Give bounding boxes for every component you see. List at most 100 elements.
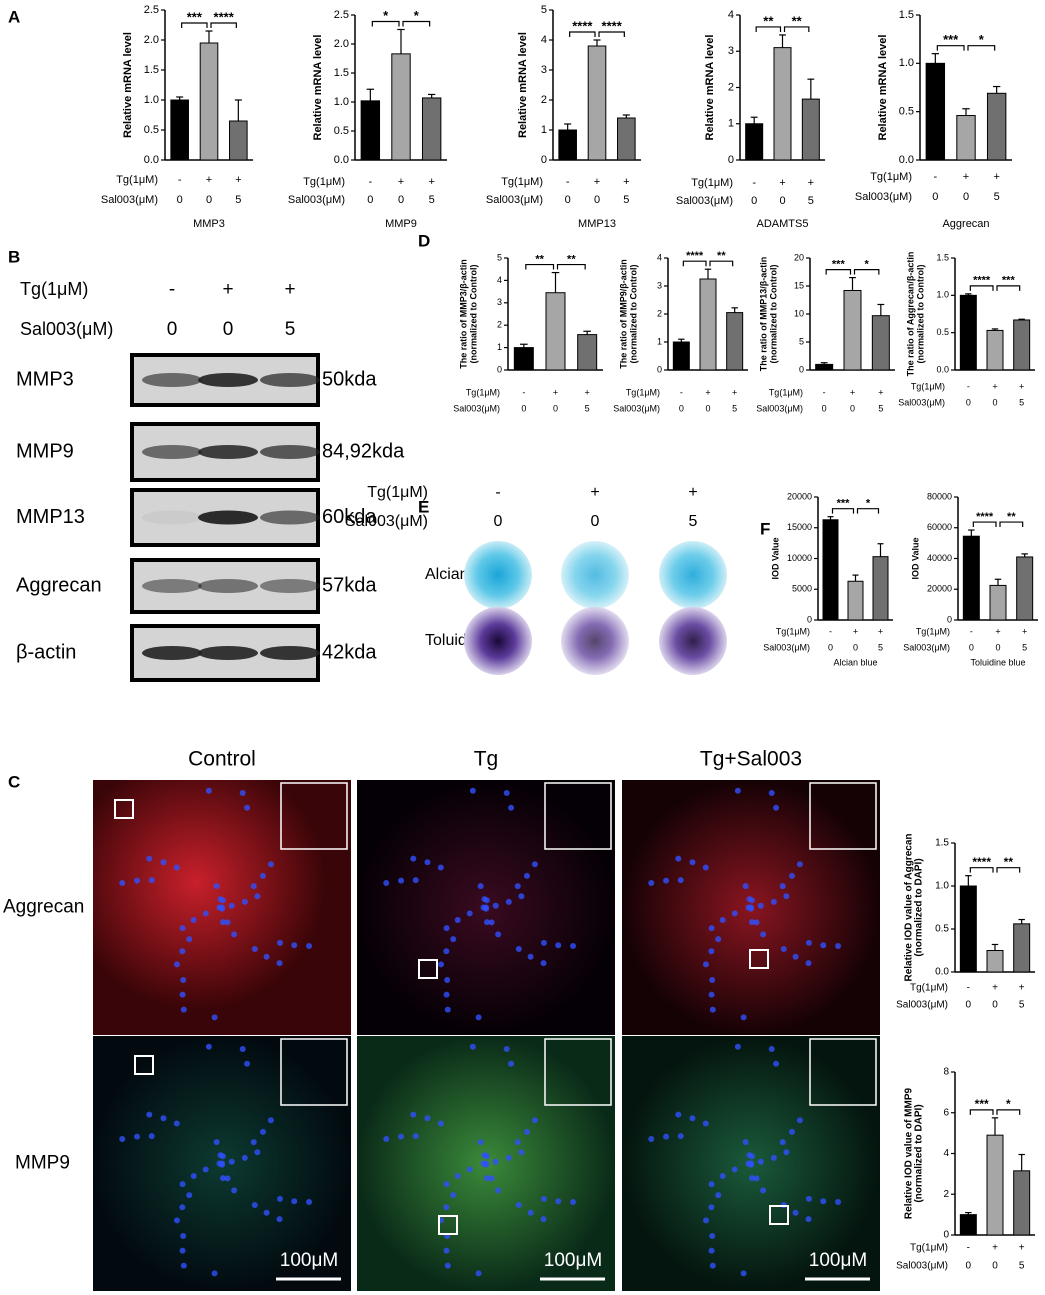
nucleus xyxy=(734,1043,741,1050)
nucleus xyxy=(412,877,419,884)
y-tick-label: 20000 xyxy=(927,584,952,594)
y-axis-label: (normalized to DAPI) xyxy=(914,1104,925,1202)
nucleus xyxy=(531,861,538,868)
nucleus xyxy=(475,1270,482,1277)
nucleus xyxy=(444,1006,451,1013)
nucleus xyxy=(783,893,790,900)
nucleus xyxy=(443,1247,450,1254)
nucleus xyxy=(276,1195,283,1202)
nucleus xyxy=(179,925,186,932)
row-value: 0 xyxy=(822,403,827,413)
y-tick-label: 2.0 xyxy=(334,38,349,50)
nucleus xyxy=(213,883,220,890)
y-tick-label: 15000 xyxy=(787,522,812,532)
inset xyxy=(280,782,348,850)
significance-label: * xyxy=(1006,1097,1011,1111)
nucleus xyxy=(211,1014,218,1021)
row-value: 0 xyxy=(177,194,183,206)
y-axis-label: (normalized to Control) xyxy=(768,265,778,364)
row-value: 0 xyxy=(521,403,526,413)
y-tick-label: 0.0 xyxy=(936,364,949,374)
nucleus xyxy=(773,804,780,811)
roi xyxy=(749,949,769,969)
blot-band xyxy=(142,579,202,593)
bar xyxy=(1013,923,1031,973)
nucleus xyxy=(753,919,760,926)
nucleus xyxy=(745,904,752,911)
y-axis-label: Relative mRNA level xyxy=(704,35,716,141)
significance-label: **** xyxy=(214,9,235,24)
nucleus xyxy=(263,1209,270,1216)
nucleus xyxy=(146,1111,153,1118)
nucleus xyxy=(244,804,251,811)
y-tick-label: 0.0 xyxy=(899,154,914,166)
nucleus xyxy=(648,880,655,887)
nucleus xyxy=(437,1120,444,1127)
nucleus xyxy=(383,1136,390,1143)
y-tick-label: 10000 xyxy=(787,553,812,563)
nucleus xyxy=(503,1046,510,1053)
bar xyxy=(726,312,744,371)
row-label: Sal003(μM) xyxy=(855,191,912,203)
scale-bar-label: 100μM xyxy=(544,1250,602,1271)
nucleus xyxy=(250,883,257,890)
nucleus xyxy=(202,1166,209,1173)
nucleus xyxy=(768,790,775,797)
y-tick-label: 1.5 xyxy=(899,9,914,21)
nucleus xyxy=(492,1158,499,1165)
nucleus xyxy=(179,1181,186,1188)
nucleus xyxy=(443,925,450,932)
blot-band xyxy=(198,579,258,593)
y-tick-label: 2 xyxy=(728,81,734,93)
nucleus xyxy=(134,877,141,884)
blot-band xyxy=(260,579,320,593)
marker-label: MMP9 xyxy=(15,1153,70,1174)
y-tick-label: 2 xyxy=(541,94,547,106)
y-tick-label: 2 xyxy=(657,308,662,318)
row-value: + xyxy=(705,387,710,397)
bar xyxy=(986,950,1004,973)
row-value: 0 xyxy=(995,642,1000,652)
significance-bracket xyxy=(783,26,810,32)
y-tick-label: 0 xyxy=(728,154,734,166)
significance-bracket xyxy=(969,1109,994,1115)
nucleus xyxy=(689,1115,696,1122)
dish xyxy=(659,607,727,675)
x-axis-label: ADAMTS5 xyxy=(757,218,809,230)
nucleus xyxy=(228,902,235,909)
bar xyxy=(847,580,864,621)
nucleus xyxy=(219,1175,226,1182)
y-axis-label: Relative IOD value of Aggrecan xyxy=(904,833,915,981)
bar xyxy=(871,315,890,371)
significance-label: ** xyxy=(792,13,803,28)
row-value: 5 xyxy=(235,194,241,206)
roi xyxy=(769,1205,789,1225)
bar xyxy=(699,278,717,371)
panel-letter: C xyxy=(8,772,20,791)
nucleus xyxy=(508,804,515,811)
panel-letter: A xyxy=(8,7,20,26)
y-tick-label: 1.0 xyxy=(334,96,349,108)
blot-band xyxy=(260,646,320,660)
nucleus xyxy=(527,953,534,960)
y-axis-label: The ratio of Aggrecan/β-actin xyxy=(905,252,915,377)
row-value: 0 xyxy=(591,513,600,530)
row-value: 5 xyxy=(1019,1261,1025,1272)
nucleus xyxy=(540,960,547,967)
significance-bracket xyxy=(936,45,965,51)
bar xyxy=(229,120,248,161)
bar xyxy=(577,334,598,371)
band-size: 57kda xyxy=(322,574,377,596)
nucleus xyxy=(570,1198,577,1205)
y-tick-label: 2.0 xyxy=(144,34,159,46)
nucleus xyxy=(306,1198,313,1205)
y-tick-label: 1.5 xyxy=(935,838,949,849)
nucleus xyxy=(505,1154,512,1161)
band-size: 60kda xyxy=(322,506,377,528)
nucleus xyxy=(179,991,186,998)
dish xyxy=(561,541,629,609)
nucleus xyxy=(708,925,715,932)
nucleus xyxy=(719,916,726,923)
row-value: 5 xyxy=(878,403,883,413)
roi xyxy=(114,799,134,819)
